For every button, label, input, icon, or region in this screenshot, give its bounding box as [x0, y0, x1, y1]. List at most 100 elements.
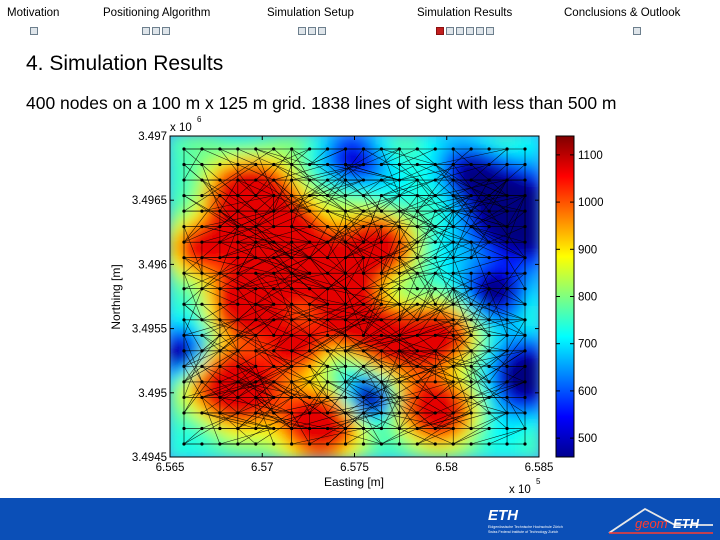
grid-node	[325, 147, 330, 151]
nav-item-0[interactable]: Motivation	[7, 7, 59, 19]
heat-cell	[250, 356, 263, 368]
line-of-sight	[453, 428, 490, 445]
grid-node	[379, 333, 384, 337]
heat-cell	[480, 165, 494, 177]
nav-dot[interactable]	[486, 27, 494, 35]
heat-cell	[181, 145, 194, 157]
heat-cell	[296, 185, 309, 197]
heat-cell	[284, 275, 298, 287]
line-of-sight	[471, 412, 508, 429]
nav-dot[interactable]	[318, 27, 326, 35]
heat-cell	[250, 316, 263, 328]
heat-cell	[411, 396, 425, 408]
line-of-sight	[506, 273, 526, 289]
heat-cell	[354, 406, 367, 418]
nav-item-4[interactable]: Conclusions & Outlook	[564, 7, 680, 19]
grid-node	[200, 225, 204, 229]
line-of-sight	[471, 195, 526, 227]
heat-cell	[330, 265, 344, 277]
nav-item-2[interactable]: Simulation Setup	[267, 7, 354, 19]
heat-cell	[181, 306, 194, 318]
line-of-sight	[417, 257, 436, 305]
line-of-sight	[219, 148, 257, 196]
grid-node	[254, 147, 258, 151]
line-of-sight	[363, 319, 418, 352]
line-of-sight	[255, 148, 292, 165]
nav-dot[interactable]	[162, 27, 170, 35]
line-of-sight	[435, 412, 490, 429]
nav-item-label: Motivation	[7, 7, 60, 19]
heat-cell	[273, 296, 286, 308]
nav-dot[interactable]	[436, 27, 444, 35]
heat-cell	[238, 356, 252, 368]
heat-cell	[469, 436, 482, 448]
line-of-sight	[399, 288, 436, 336]
grid-node	[451, 395, 455, 400]
nav-dot[interactable]	[152, 27, 160, 35]
nav-dot[interactable]	[476, 27, 484, 35]
heat-cell	[307, 296, 321, 308]
line-of-sight	[488, 210, 526, 258]
grid-node	[182, 411, 186, 415]
heat-cell	[457, 346, 471, 358]
nav-item-3[interactable]: Simulation Results	[417, 7, 512, 19]
heat-cell	[377, 436, 390, 448]
heat-cell	[261, 195, 275, 207]
heat-cell	[273, 235, 286, 247]
heat-cell	[423, 165, 436, 177]
line-of-sight	[363, 148, 400, 165]
line-of-sight	[399, 226, 418, 243]
nav-dot[interactable]	[298, 27, 306, 35]
heat-cell	[354, 416, 367, 428]
line-of-sight	[435, 335, 508, 352]
grid-node	[182, 333, 186, 337]
nav-dot[interactable]	[456, 27, 464, 35]
nav-dot[interactable]	[30, 27, 38, 35]
nav-dot[interactable]	[308, 27, 316, 35]
heat-cell	[181, 175, 194, 187]
grid-node	[361, 395, 366, 400]
nav-dot[interactable]	[142, 27, 150, 35]
nav-item-1[interactable]: Positioning Algorithm	[103, 7, 210, 19]
nav-dot[interactable]	[446, 27, 454, 35]
line-of-sight	[452, 257, 472, 305]
line-of-sight	[417, 303, 472, 321]
heat-cell	[411, 426, 425, 438]
grid-node	[308, 442, 312, 446]
heat-cell	[457, 306, 471, 318]
nav-dot[interactable]	[633, 27, 641, 35]
heat-cell	[227, 245, 240, 257]
heat-cell	[503, 175, 517, 187]
heat-cell	[400, 366, 413, 378]
line-of-sight	[237, 242, 257, 274]
heat-cell	[411, 366, 425, 378]
heat-cell	[181, 446, 194, 457]
heat-cell	[480, 356, 494, 368]
x-tick-label: 6.585	[525, 462, 554, 474]
grid-node	[200, 147, 204, 151]
heat-cell	[423, 235, 436, 247]
line-of-sight	[201, 412, 274, 429]
nav-dot[interactable]	[466, 27, 474, 35]
line-of-sight	[255, 179, 310, 212]
heat-cell	[227, 446, 240, 457]
heat-cell	[238, 326, 252, 338]
line-of-sight	[291, 164, 364, 212]
heat-cell	[469, 326, 482, 338]
heat-cell	[330, 235, 344, 247]
grid-node	[325, 349, 330, 353]
heat-cell	[492, 296, 505, 308]
heat-cell	[319, 225, 332, 237]
line-of-sight	[255, 412, 310, 429]
heat-cell	[170, 306, 183, 318]
heat-cell	[261, 155, 275, 167]
heat-cell	[423, 245, 436, 257]
grid-node	[397, 209, 401, 213]
heat-cell	[411, 255, 425, 267]
heat-cell	[204, 316, 217, 328]
heat-cell	[215, 145, 229, 157]
heat-cell	[181, 416, 194, 428]
grid-node	[325, 271, 330, 275]
heat-cell	[526, 195, 539, 207]
line-of-sight	[291, 179, 310, 212]
